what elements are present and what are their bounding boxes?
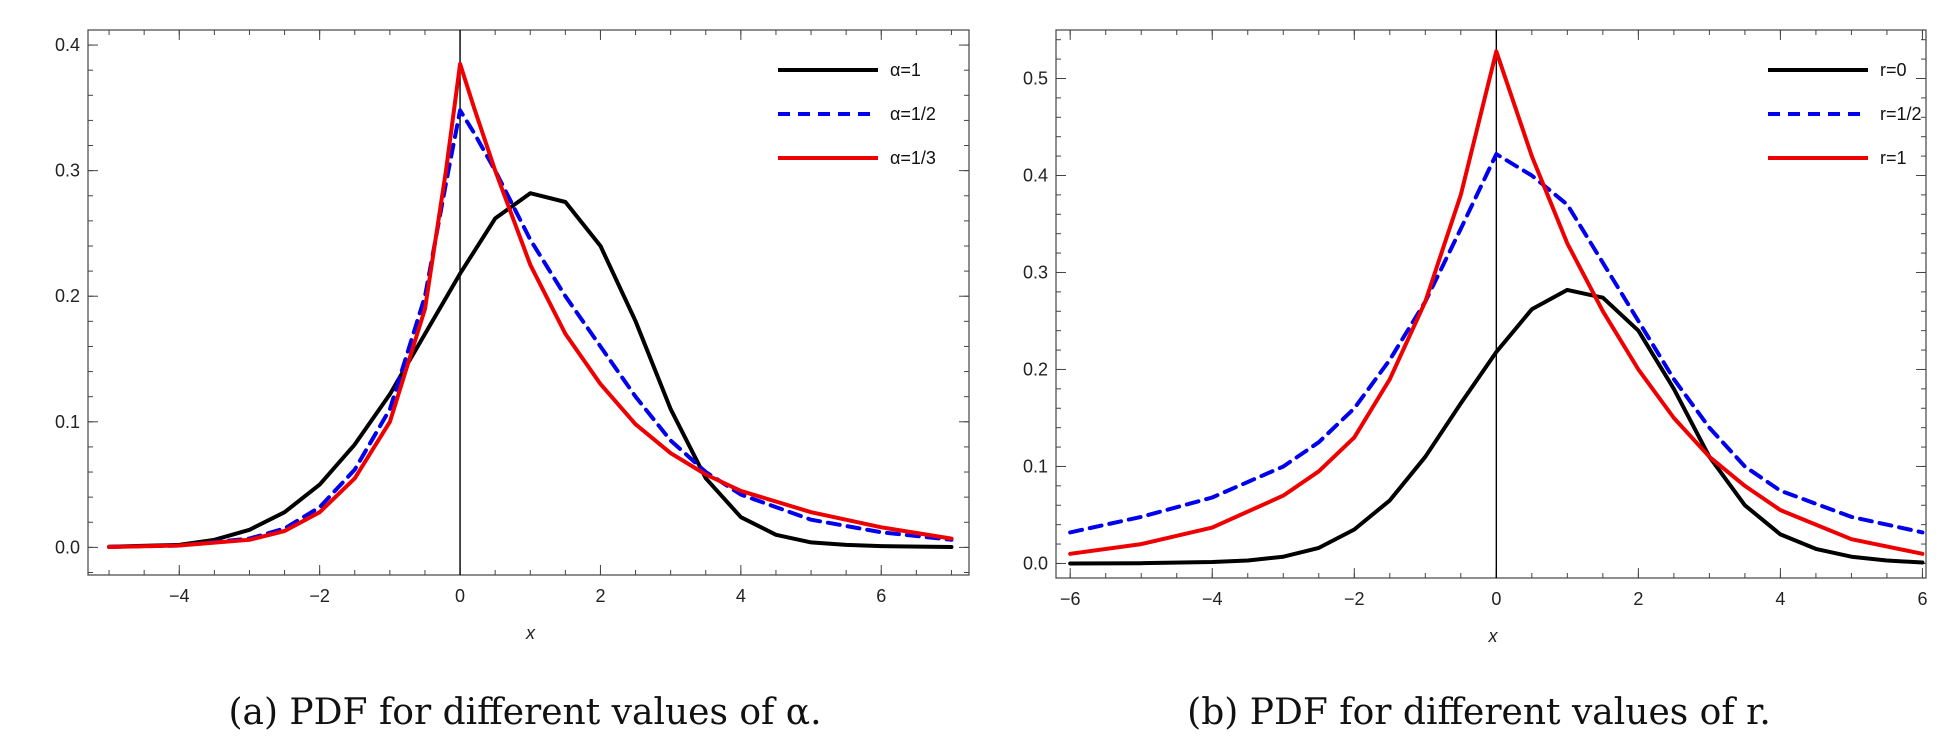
y-tick-label: 0.1 [1023, 456, 1048, 476]
x-tick-label: −4 [1202, 589, 1223, 609]
y-tick-label: 0.0 [55, 537, 80, 557]
y-tick-label: 0.3 [55, 161, 80, 181]
y-tick-label: 0.5 [1023, 68, 1048, 88]
caption-b: (b) PDF for different values of r. [1187, 692, 1771, 733]
x-tick-label: 2 [1633, 589, 1643, 609]
x-tick-label: 0 [1491, 589, 1501, 609]
x-tick-label: 0 [455, 586, 465, 606]
legend-label: α=1/3 [890, 148, 936, 168]
y-tick-label: 0.4 [1023, 165, 1048, 185]
series-line-2 [107, 108, 954, 549]
legend-label: α=1/2 [890, 104, 936, 124]
x-tick-label: 4 [1775, 589, 1785, 609]
series-line-1 [107, 191, 954, 549]
x-tick-label: 6 [876, 586, 886, 606]
series-line-2 [1068, 152, 1925, 535]
legend-label: r=1 [1880, 148, 1907, 168]
chart-panel-b: −6 −4 −2 0 2 4 6 0.0 0.1 0.2 0.3 0.4 0.5 x r=0 r=1/2 r=1 [1023, 29, 1927, 646]
chart-panel-a: −4 −2 0 2 4 6 0.0 0.1 0.2 0.3 0.4 x α=1 α=1/2 α=1/3 [55, 29, 970, 643]
x-tick-label: −4 [169, 586, 190, 606]
x-tick-label: 4 [736, 586, 746, 606]
y-tick-label: 0.4 [55, 35, 80, 55]
legend-label: r=0 [1880, 60, 1907, 80]
series-line-1 [1068, 287, 1925, 566]
legend-label: r=1/2 [1880, 104, 1922, 124]
caption-a: (a) PDF for different values of α. [228, 692, 821, 733]
series-line-3 [107, 61, 954, 549]
series-line-3 [1068, 49, 1925, 556]
plot-frame [1055, 29, 1927, 579]
x-tick-label: −2 [309, 586, 330, 606]
plot-frame [87, 29, 970, 576]
x-axis-title: x [525, 623, 536, 643]
y-tick-label: 0.0 [1023, 553, 1048, 573]
x-tick-label: −2 [1344, 589, 1365, 609]
y-tick-label: 0.1 [55, 412, 80, 432]
y-tick-label: 0.3 [1023, 262, 1048, 282]
y-tick-label: 0.2 [55, 286, 80, 306]
x-tick-label: 6 [1917, 589, 1927, 609]
x-tick-label: 2 [595, 586, 605, 606]
y-tick-label: 0.2 [1023, 359, 1048, 379]
legend-label: α=1 [890, 60, 921, 80]
x-axis-title: x [1488, 626, 1499, 646]
x-tick-label: −6 [1060, 589, 1081, 609]
